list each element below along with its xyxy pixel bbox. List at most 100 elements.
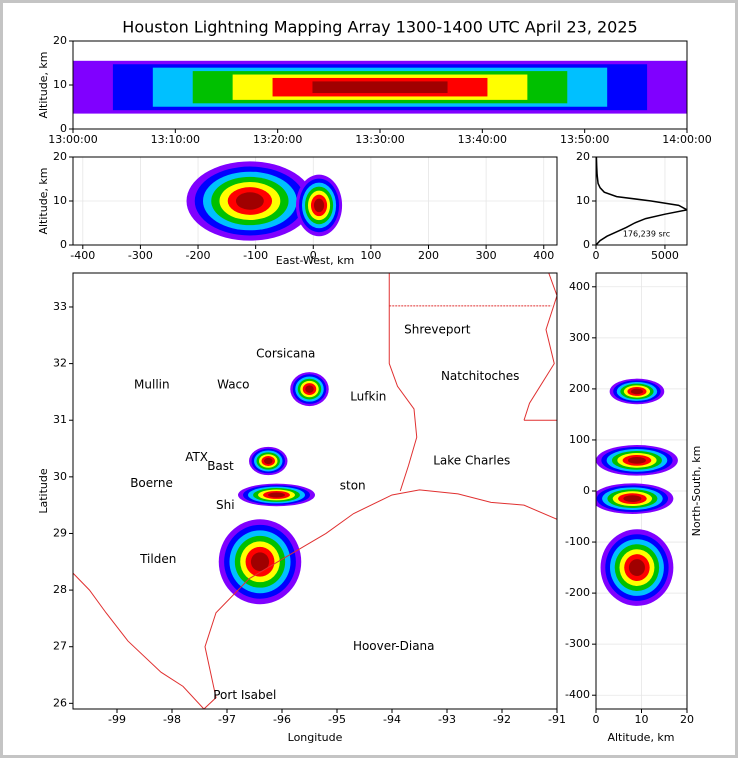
plot-frame (595, 272, 688, 710)
annotation: 176,239 src (623, 230, 670, 239)
y-tick-label: 28 (53, 583, 67, 596)
x-tick-label: 100 (360, 249, 381, 262)
altitude-histogram (596, 157, 687, 245)
plot-content (73, 157, 557, 245)
y-tick-label: -200 (565, 586, 590, 599)
city-label: Mullin (134, 378, 170, 392)
y-tick-label: 29 (53, 526, 67, 539)
x-tick-label: -200 (186, 249, 211, 262)
source-density (268, 492, 285, 498)
x-tick-label: 13:00:00 (48, 133, 97, 146)
x-axis-label: Altitude, km (607, 731, 674, 744)
city-label: ATX (185, 450, 208, 464)
plot-frame (72, 40, 688, 130)
y-tick-label: 27 (53, 640, 67, 653)
y-tick-label: 20 (576, 150, 590, 163)
x-tick-label: -100 (243, 249, 268, 262)
city-label: Bast (207, 459, 234, 473)
x-tick-label: 0 (593, 713, 600, 726)
x-tick-label: -97 (218, 713, 236, 726)
x-tick-label: 13:30:00 (355, 133, 404, 146)
plot-content (596, 273, 687, 709)
y-axis-label: Altitude, km (37, 167, 50, 234)
y-tick-label: 33 (53, 300, 67, 313)
y-tick-label: 0 (60, 238, 67, 251)
plot-frame (72, 156, 558, 246)
x-tick-label: 0 (593, 249, 600, 262)
plot-frame (595, 156, 688, 246)
city-label: Waco (217, 378, 249, 392)
x-tick-label: -99 (108, 713, 126, 726)
y-tick-label: 20 (53, 150, 67, 163)
y-tick-label: 0 (583, 238, 590, 251)
y-tick-label: 400 (569, 280, 590, 293)
city-label: Shi (216, 498, 235, 512)
city-label: Port Isabel (213, 688, 276, 702)
x-tick-label: 5000 (651, 249, 679, 262)
y-axis-label: Latitude (37, 468, 50, 514)
y-tick-label: 20 (53, 34, 67, 47)
x-tick-label: 0 (310, 249, 317, 262)
boundary (523, 273, 557, 421)
y-tick-label: 200 (569, 382, 590, 395)
x-tick-label: 300 (476, 249, 497, 262)
x-tick-label: -92 (493, 713, 511, 726)
x-tick-label: 20 (680, 713, 694, 726)
x-tick-label: -96 (273, 713, 291, 726)
city-label: Lake Charles (433, 453, 510, 467)
x-tick-label: -400 (70, 249, 95, 262)
city-label: Shreveport (404, 323, 471, 337)
city-label: Boerne (130, 476, 173, 490)
y-tick-label: 0 (60, 122, 67, 135)
y-axis-label: North-South, km (690, 446, 703, 537)
y-tick-label: 10 (53, 78, 67, 91)
y-tick-label: 300 (569, 331, 590, 344)
y-tick-label: 32 (53, 357, 67, 370)
x-tick-label: 400 (533, 249, 554, 262)
source-density (312, 81, 448, 94)
y-tick-label: -400 (565, 688, 590, 701)
y-tick-label: 0 (583, 484, 590, 497)
boundary (73, 572, 205, 709)
boundary (203, 489, 557, 709)
x-tick-label: 13:50:00 (560, 133, 609, 146)
y-tick-label: 31 (53, 413, 67, 426)
x-tick-label: 14:00:00 (662, 133, 711, 146)
plot-content: Shreveport Corsicana Mullin Waco Natchitoche… (73, 273, 557, 709)
x-tick-label: -93 (438, 713, 456, 726)
y-axis-label: Altitude, km (37, 51, 50, 118)
x-tick-label: 13:40:00 (458, 133, 507, 146)
y-tick-label: 100 (569, 433, 590, 446)
x-axis-label: Longitude (288, 731, 343, 744)
boundary (388, 273, 418, 492)
source-density (305, 385, 314, 393)
y-tick-label: -100 (565, 535, 590, 548)
x-tick-label: -300 (128, 249, 153, 262)
figure-title: Houston Lightning Mapping Array 1300-140… (122, 18, 637, 37)
x-tick-label: -95 (328, 713, 346, 726)
x-tick-label: 10 (635, 713, 649, 726)
source-density (627, 456, 646, 464)
y-tick-label: 10 (53, 194, 67, 207)
x-tick-label: 200 (418, 249, 439, 262)
city-label: Tilden (139, 552, 176, 566)
x-axis-label: East-West, km (276, 254, 354, 267)
source-density (623, 495, 642, 503)
city-label: Natchitoches (441, 369, 519, 383)
y-tick-label: -300 (565, 637, 590, 650)
source-density (630, 388, 643, 395)
plot-frame (72, 272, 558, 710)
y-tick-label: 10 (576, 194, 590, 207)
plot-content (596, 157, 687, 245)
source-density (313, 198, 325, 213)
plot-area (73, 273, 557, 709)
x-tick-label: -91 (548, 713, 566, 726)
y-tick-label: 30 (53, 470, 67, 483)
x-tick-label: 13:20:00 (253, 133, 302, 146)
x-tick-label: -98 (163, 713, 181, 726)
source-density (628, 559, 645, 577)
city-label: ston (340, 478, 366, 492)
city-label: Hoover-Diana (353, 639, 435, 653)
